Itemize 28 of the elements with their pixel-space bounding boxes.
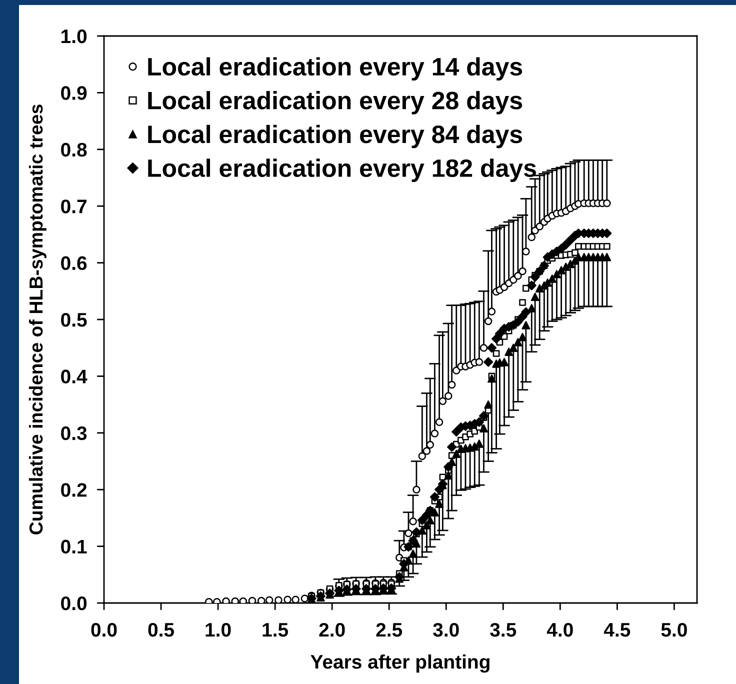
- y-tick-label: 0.8: [61, 142, 87, 157]
- x-tick-label: 3.0: [433, 622, 459, 637]
- y-tick-label: 0.1: [61, 540, 87, 554]
- x-tick-label: 1.5: [262, 623, 288, 637]
- x-tick-label: 4.0: [546, 622, 573, 637]
- x-tick-label: 0.5: [148, 622, 174, 637]
- y-tick-label: 0.7: [61, 200, 86, 214]
- y-tick-label: 0.6: [61, 256, 87, 270]
- y-tick-label: 0.2: [61, 483, 87, 497]
- y-tick-label: 0.9: [61, 86, 87, 100]
- x-tick-label: 2.5: [376, 622, 402, 637]
- x-tick-label: 5.0: [661, 622, 687, 637]
- y-tick-label: 1.0: [62, 29, 87, 44]
- x-tick-label: 0.0: [91, 622, 117, 637]
- legend-label: Local eradication every 28 days: [148, 91, 522, 114]
- x-tick-label: 2.0: [319, 622, 345, 637]
- y-tick-label: 0.0: [61, 596, 87, 610]
- y-tick-label: 0.3: [61, 426, 87, 440]
- x-tick-label: 3.5: [490, 622, 516, 637]
- x-axis-title: Years after planting: [310, 654, 490, 673]
- x-tick-label: 4.5: [604, 623, 630, 637]
- y-axis-title: Cumulative incidence of HLB-symptomatic trees: [28, 104, 46, 534]
- y-tick-label: 0.5: [61, 312, 87, 327]
- x-tick-label: 1.0: [206, 622, 231, 637]
- legend-label: Local eradication every 14 days: [148, 57, 522, 81]
- legend-label: Local eradication every 84 days: [148, 124, 522, 148]
- legend-label: Local eradication every 182 days: [148, 158, 536, 182]
- y-tick-label: 0.4: [61, 370, 88, 384]
